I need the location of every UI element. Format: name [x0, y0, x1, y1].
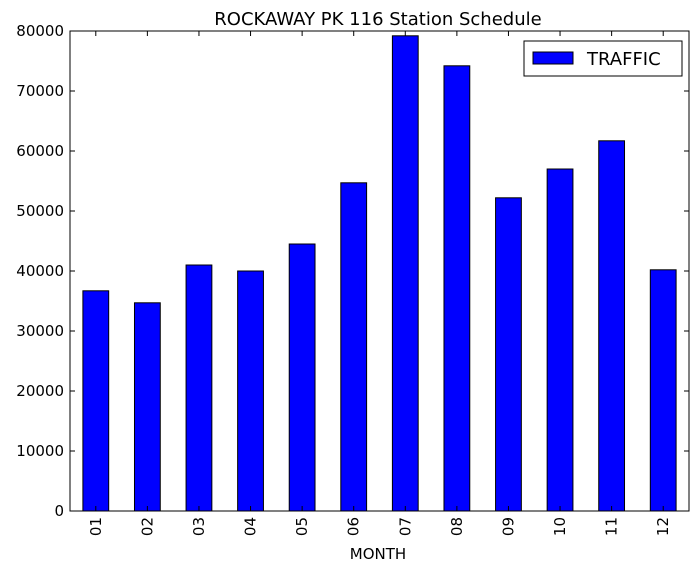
x-axis: 01 02 03 04 05 06 07 08 09 10 11 12 [87, 31, 672, 536]
bar-07 [391, 35, 419, 512]
x-tick-label: 07 [396, 517, 414, 536]
x-tick-label: 06 [345, 517, 363, 536]
legend: TRAFFIC [523, 40, 683, 77]
y-axis: 0 10000 20000 30000 40000 50000 60000 70000 8000… [16, 22, 689, 520]
bars-layer [82, 35, 677, 512]
x-tick-label: 04 [242, 517, 260, 536]
y-tick-label: 60000 [16, 142, 64, 160]
x-tick-label: 03 [190, 517, 208, 536]
x-tick-label: 08 [448, 517, 466, 536]
y-tick-label: 30000 [16, 322, 64, 340]
bar-09 [495, 197, 522, 512]
bar-10 [546, 168, 574, 512]
x-axis-label: MONTH [350, 545, 406, 563]
bar-11 [598, 140, 626, 512]
bar-06 [340, 182, 368, 512]
bar-02 [133, 302, 161, 512]
chart-title: ROCKAWAY PK 116 Station Schedule [214, 9, 541, 30]
legend-swatch-traffic [532, 51, 574, 65]
x-tick-label: 12 [654, 517, 672, 536]
x-tick-label: 05 [293, 517, 311, 536]
y-tick-label: 0 [54, 502, 64, 520]
bar-08 [443, 65, 471, 512]
x-tick-label: 02 [138, 517, 156, 536]
y-tick-label: 80000 [16, 22, 64, 40]
bar-04 [237, 270, 264, 512]
bar-03 [185, 264, 213, 512]
plot-area-frame [69, 30, 690, 512]
bar-12 [649, 269, 677, 512]
y-tick-label: 10000 [16, 442, 64, 460]
y-tick-label: 70000 [16, 82, 64, 100]
x-tick-label: 09 [499, 517, 517, 536]
y-tick-label: 50000 [16, 202, 64, 220]
x-tick-label: 11 [603, 517, 621, 536]
x-tick-label: 10 [551, 517, 569, 536]
bar-05 [288, 243, 316, 512]
legend-label-traffic: TRAFFIC [586, 49, 661, 70]
x-tick-label: 01 [87, 517, 105, 536]
bar-01 [82, 290, 110, 512]
y-tick-label: 40000 [16, 262, 64, 280]
y-tick-label: 20000 [16, 382, 64, 400]
